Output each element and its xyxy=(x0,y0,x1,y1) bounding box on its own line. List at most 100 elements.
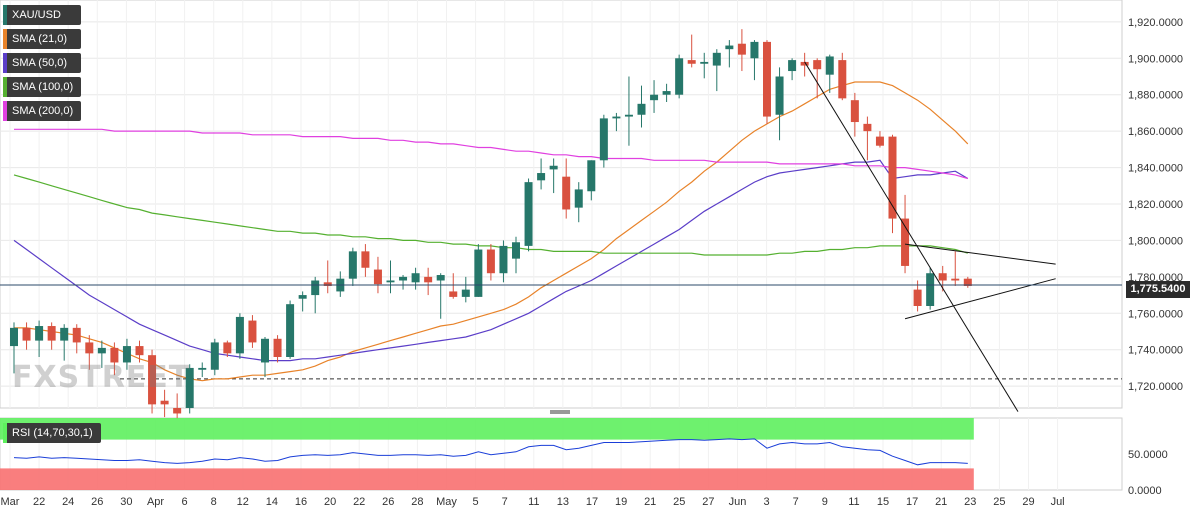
x-tick-label: 13 xyxy=(557,496,569,508)
candle-body xyxy=(888,136,897,219)
candle-body xyxy=(838,60,847,99)
x-tick-label: 9 xyxy=(822,496,828,508)
x-tick-label: 16 xyxy=(295,496,307,508)
candle-body xyxy=(248,320,257,343)
y-tick-label: 1,860.0000 xyxy=(1128,126,1183,138)
candle-body xyxy=(361,251,370,268)
candle-body xyxy=(235,316,244,354)
x-tick-label: 27 xyxy=(702,496,714,508)
candle-body xyxy=(348,251,357,279)
x-tick-label: 15 xyxy=(877,496,889,508)
candle-body xyxy=(825,56,834,75)
rsi-label-text: RSI (14,70,30,1) xyxy=(12,427,93,439)
legend-swatch xyxy=(3,53,7,73)
candle-body xyxy=(436,275,445,281)
sma-line xyxy=(13,159,969,362)
x-tick-label: 7 xyxy=(793,496,799,508)
candle-body xyxy=(148,355,157,405)
rsi-y-tick-label: 0.0000 xyxy=(1128,485,1162,497)
legend-label: SMA (200,0) xyxy=(12,105,74,117)
legend-swatch xyxy=(3,29,7,49)
candle-body xyxy=(524,182,533,246)
candle-body xyxy=(574,189,583,208)
x-tick-label: Mar xyxy=(1,496,20,508)
x-tick-label: 17 xyxy=(906,496,918,508)
legend-item[interactable]: SMA (100,0) xyxy=(3,77,82,97)
candle-body xyxy=(788,60,797,72)
x-tick-label: 5 xyxy=(473,496,479,508)
candle-body xyxy=(311,280,320,296)
legend-item[interactable]: XAU/USD xyxy=(3,5,82,25)
candle-body xyxy=(700,61,709,64)
candle-body xyxy=(800,61,809,66)
candle-body xyxy=(286,304,295,357)
x-tick-label: Jul xyxy=(1051,496,1065,508)
candle-body xyxy=(210,342,219,370)
x-tick-label: 26 xyxy=(382,496,394,508)
x-tick-label: 23 xyxy=(964,496,976,508)
candle-body xyxy=(938,273,947,281)
x-tick-label: 21 xyxy=(935,496,947,508)
candle-body xyxy=(675,58,684,95)
candle-body xyxy=(612,116,621,119)
x-tick-label: 7 xyxy=(502,496,508,508)
candle-body xyxy=(813,60,822,70)
x-tick-label: 26 xyxy=(91,496,103,508)
rsi-overbought-zone xyxy=(0,418,974,440)
y-tick-label: 1,820.0000 xyxy=(1128,199,1183,211)
fxstreet-watermark-logo: FXSTREET xyxy=(12,360,191,395)
candle-body xyxy=(97,347,106,354)
legend-item[interactable]: SMA (21,0) xyxy=(3,29,82,49)
panel-resize-handle xyxy=(550,410,570,414)
rsi-swatch xyxy=(3,423,7,443)
x-tick-label: 19 xyxy=(615,496,627,508)
candle-body xyxy=(901,218,910,266)
legend-label: SMA (21,0) xyxy=(12,33,68,45)
x-tick-label: Apr xyxy=(147,496,164,508)
candle-body xyxy=(411,273,420,283)
legend-item[interactable]: SMA (50,0) xyxy=(3,53,82,73)
y-tick-label: 1,880.0000 xyxy=(1128,90,1183,102)
candle-body xyxy=(599,118,608,161)
x-tick-label: 11 xyxy=(528,496,539,508)
sma-line xyxy=(14,128,968,180)
candle-body xyxy=(35,326,44,341)
candle-body xyxy=(273,338,282,357)
candle-body xyxy=(712,52,721,66)
candle-body xyxy=(373,269,382,285)
rsi-y-tick-label: 50.0000 xyxy=(1128,449,1168,461)
candle-body xyxy=(449,291,458,297)
candle-body xyxy=(963,278,972,286)
x-tick-label: May xyxy=(436,496,457,508)
candle-body xyxy=(850,100,859,123)
legend-label: SMA (100,0) xyxy=(12,81,74,93)
candle-body xyxy=(750,41,759,59)
candle-body xyxy=(662,91,671,95)
chart-legend: XAU/USD SMA (21,0) SMA (50,0) SMA (100,0) SM… xyxy=(3,5,82,121)
candle-body xyxy=(549,165,558,170)
x-tick-label: 30 xyxy=(120,496,132,508)
candle-body xyxy=(261,338,269,363)
x-tick-label: 6 xyxy=(182,496,188,508)
candle-body xyxy=(637,103,646,115)
candle-body xyxy=(10,327,18,347)
x-tick-label: 22 xyxy=(33,496,45,508)
candle-body xyxy=(499,245,508,274)
candle-body xyxy=(399,276,408,281)
legend-item[interactable]: SMA (200,0) xyxy=(3,101,82,121)
x-tick-label: 25 xyxy=(673,496,685,508)
candle-body xyxy=(185,367,194,408)
candle-body xyxy=(913,289,922,306)
candle-body xyxy=(461,289,470,297)
candle-body xyxy=(587,160,596,192)
x-tick-label: 24 xyxy=(62,496,74,508)
x-tick-label: 17 xyxy=(586,496,598,508)
last-price-badge: 1,775.5400 xyxy=(1126,281,1190,298)
x-tick-label: 25 xyxy=(993,496,1005,508)
candle-body xyxy=(512,242,520,259)
y-tick-label: 1,920.0000 xyxy=(1128,17,1183,29)
x-tick-label: 21 xyxy=(644,496,656,508)
candle-body xyxy=(474,249,483,297)
candle-body xyxy=(863,123,872,132)
